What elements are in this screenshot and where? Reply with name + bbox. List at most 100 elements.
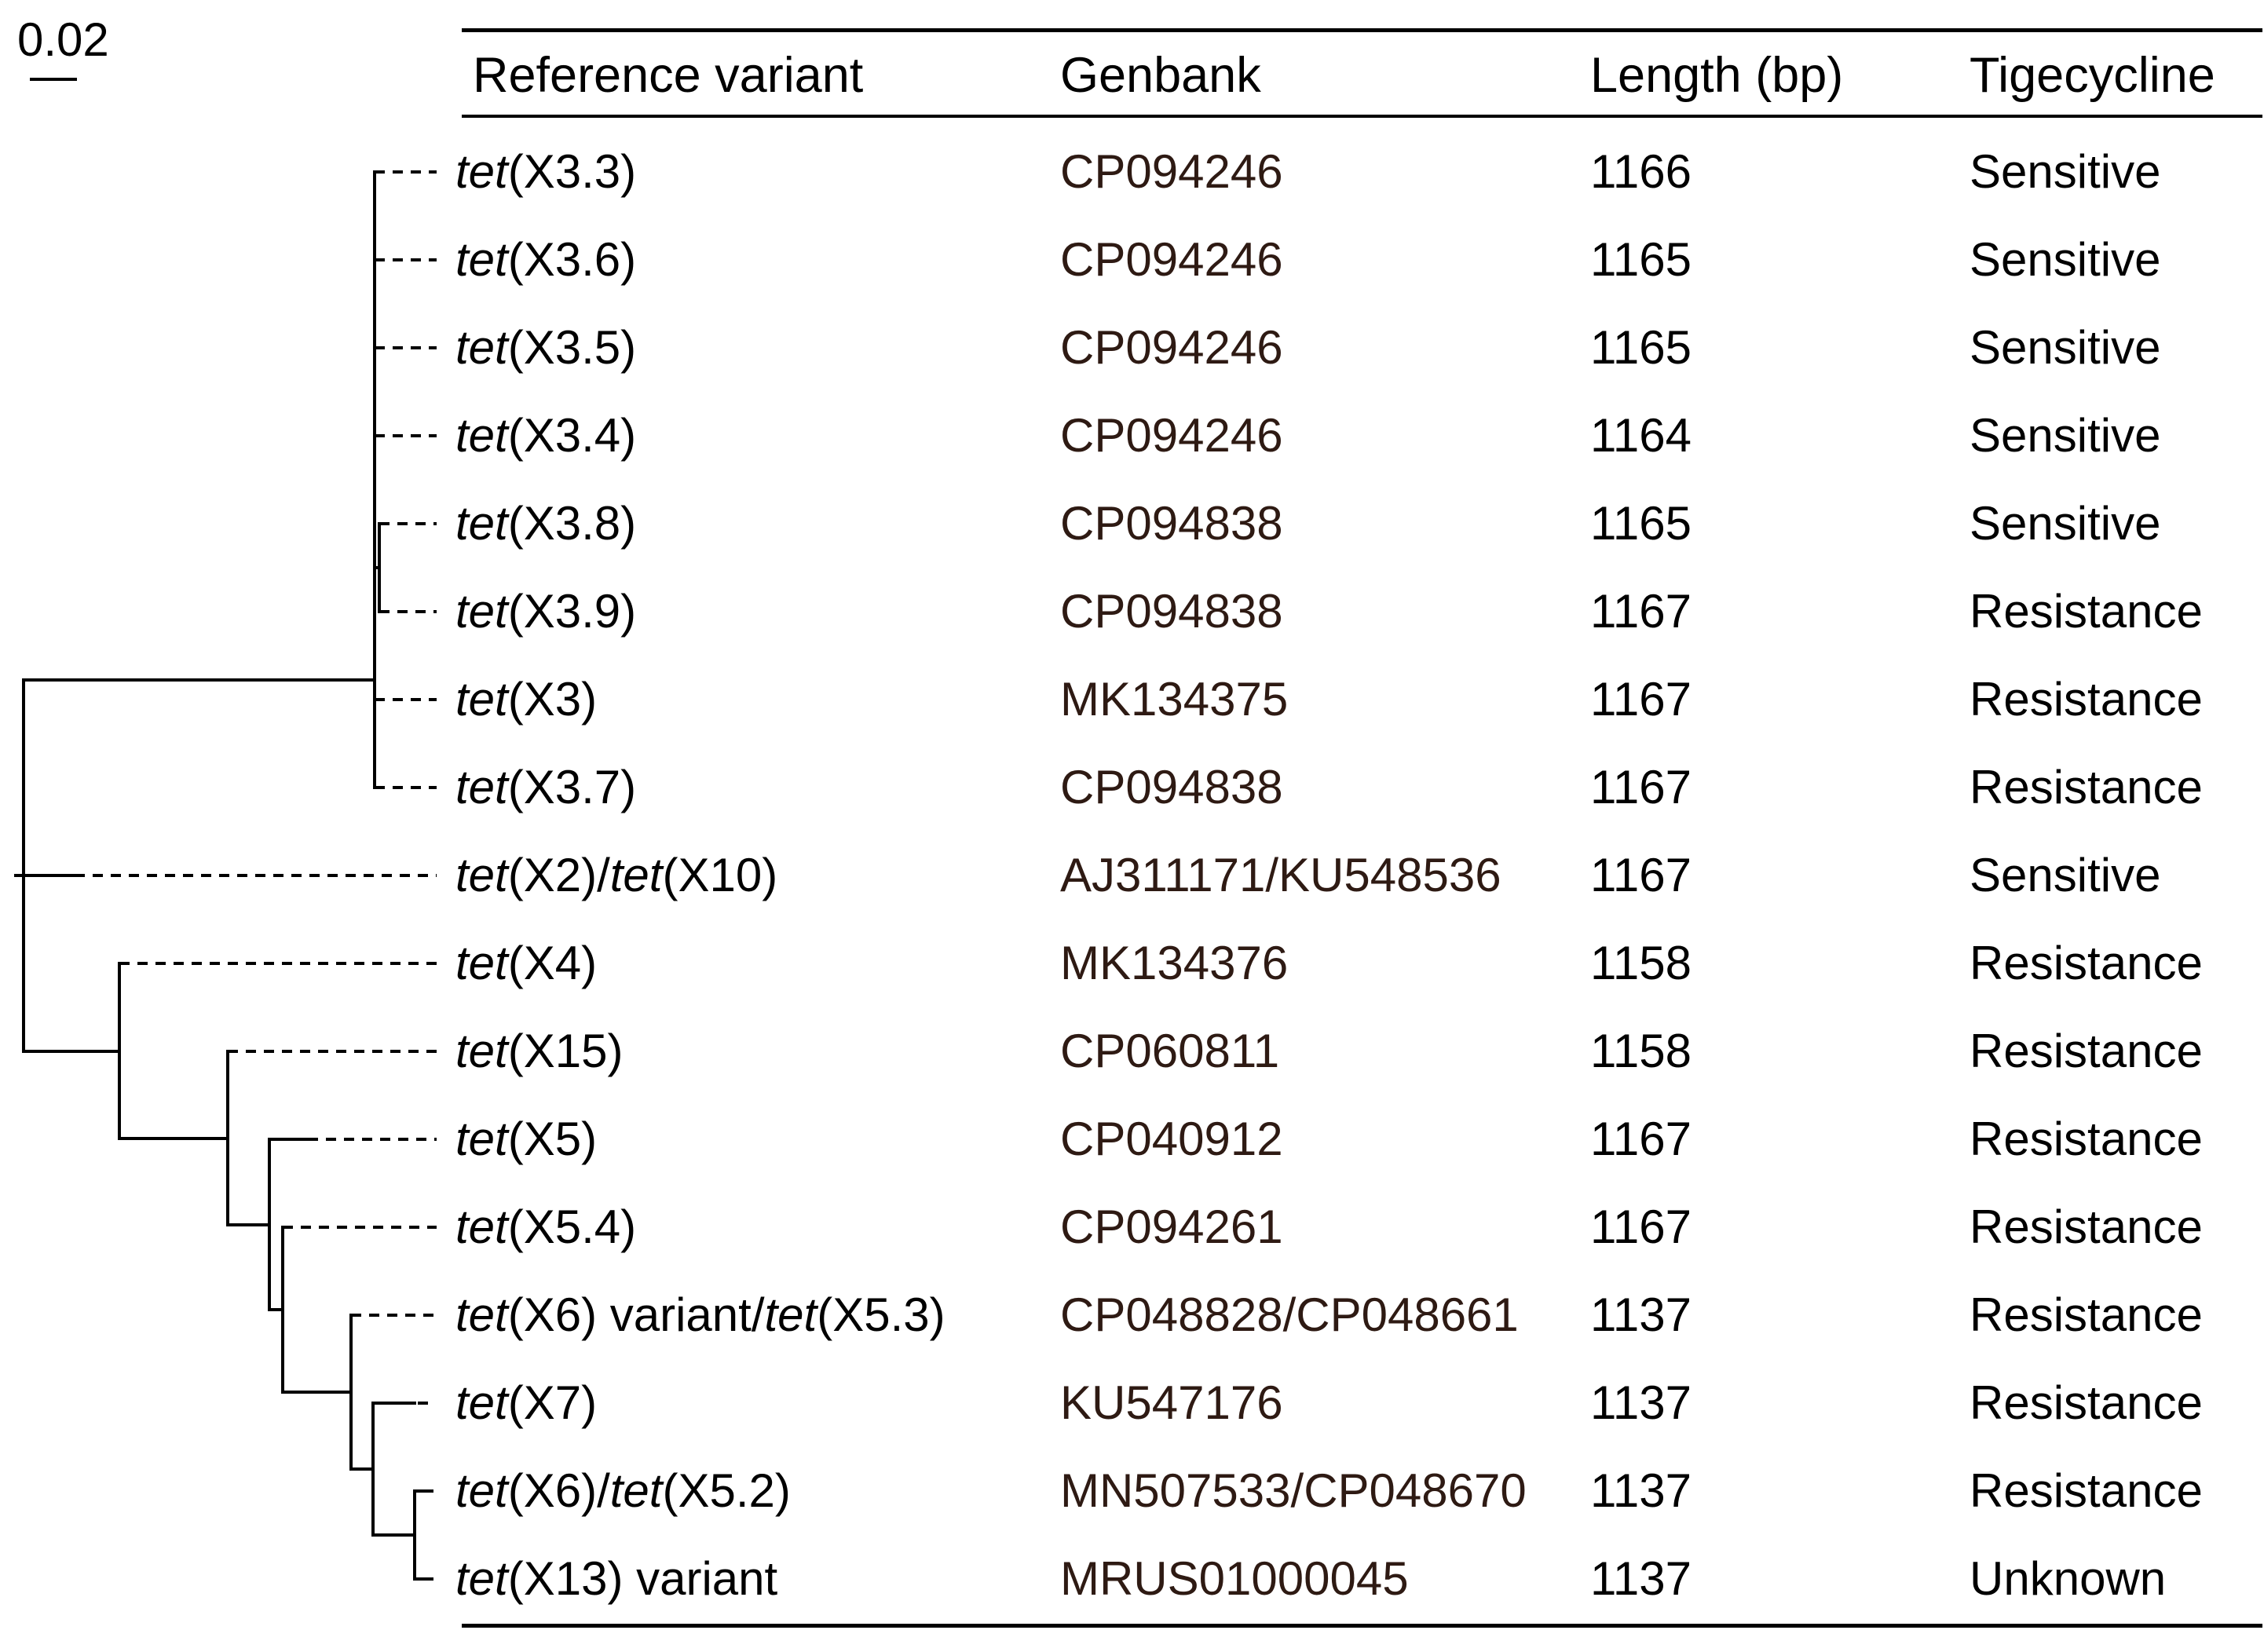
tree-branch-segment	[118, 962, 121, 1140]
tree-branch-segment	[349, 1314, 353, 1471]
tigecycline-cell: Unknown	[1970, 1552, 2167, 1605]
tigecycline-cell: Resistance	[1970, 1201, 2203, 1253]
genbank-cell: MN507533/CP048670	[1060, 1464, 1527, 1517]
variant-cell: tet(X6) variant/tet(X5.3)	[455, 1288, 945, 1341]
variant-cell: tet(X3.8)	[455, 497, 637, 550]
variant-cell: tet(X2)/tet(X10)	[455, 849, 778, 901]
tigecycline-cell: Resistance	[1970, 1113, 2203, 1165]
tigecycline-cell: Sensitive	[1970, 321, 2161, 374]
tree-branch-segment	[371, 1402, 416, 1405]
tree-tip-branch	[375, 346, 437, 349]
tree-tip-branch	[75, 874, 437, 877]
variant-cell: tet(X3.5)	[455, 321, 637, 374]
tigecycline-cell: Sensitive	[1970, 409, 2161, 462]
genbank-cell: CP094246	[1060, 145, 1283, 198]
tree-tip-branch	[375, 170, 437, 174]
tigecycline-cell: Sensitive	[1970, 497, 2161, 550]
tree-branch-segment	[22, 874, 76, 877]
variant-cell: tet(X4)	[455, 937, 598, 989]
genbank-cell: MRUS01000045	[1060, 1552, 1409, 1605]
column-header-genbank: Genbank	[1060, 48, 1261, 103]
tigecycline-cell: Resistance	[1970, 761, 2203, 813]
tigecycline-cell: Sensitive	[1970, 233, 2161, 286]
tree-tip-branch	[228, 1050, 437, 1053]
tree-branch-segment	[268, 1308, 284, 1311]
tree-branch-segment	[268, 1138, 309, 1141]
genbank-cell: CP094246	[1060, 321, 1283, 374]
tree-branch-segment	[22, 1050, 121, 1053]
length-cell: 1167	[1590, 585, 1692, 638]
tigecycline-cell: Resistance	[1970, 585, 2203, 638]
column-header-reference-variant: Reference variant	[473, 48, 864, 103]
variant-cell: tet(X7)	[455, 1376, 598, 1429]
length-cell: 1167	[1590, 673, 1692, 725]
tree-branch-segment	[371, 1533, 416, 1537]
table-top-rule	[462, 28, 2262, 32]
length-cell: 1158	[1590, 1025, 1692, 1077]
length-cell: 1167	[1590, 1113, 1692, 1165]
tree-branch-segment	[373, 566, 381, 569]
variant-cell: tet(X15)	[455, 1025, 624, 1077]
tree-branch-segment	[14, 874, 25, 877]
variant-cell: tet(X13) variant	[455, 1552, 778, 1605]
tigecycline-cell: Resistance	[1970, 1025, 2203, 1077]
genbank-cell: CP094261	[1060, 1201, 1283, 1253]
scale-bar-line	[30, 78, 77, 81]
length-cell: 1165	[1590, 321, 1692, 374]
length-cell: 1167	[1590, 761, 1692, 813]
variant-cell: tet(X3.7)	[455, 761, 637, 813]
tree-branch-segment	[118, 1137, 229, 1140]
tree-branch-segment	[268, 1138, 271, 1311]
tree-branch-segment	[22, 678, 376, 682]
tree-tip-branch	[119, 962, 437, 965]
table-bottom-rule	[462, 1624, 2262, 1628]
length-cell: 1166	[1590, 145, 1692, 198]
column-header-length-bp: Length (bp)	[1590, 48, 1844, 103]
genbank-cell: CP094246	[1060, 233, 1283, 286]
tree-branch-segment	[413, 1489, 433, 1493]
length-cell: 1137	[1590, 1464, 1692, 1517]
genbank-cell: CP040912	[1060, 1113, 1283, 1165]
tigecycline-cell: Resistance	[1970, 1464, 2203, 1517]
length-cell: 1167	[1590, 1201, 1692, 1253]
tigecycline-cell: Resistance	[1970, 673, 2203, 725]
genbank-cell: CP048828/CP048661	[1060, 1288, 1519, 1341]
tree-branch-segment	[349, 1467, 375, 1471]
genbank-cell: MK134376	[1060, 937, 1289, 989]
table-header-rule	[462, 115, 2262, 118]
genbank-cell: CP094838	[1060, 585, 1283, 638]
tigecycline-cell: Sensitive	[1970, 849, 2161, 901]
tree-tip-branch	[375, 698, 437, 701]
length-cell: 1158	[1590, 937, 1692, 989]
tree-branch-segment	[413, 1577, 433, 1581]
column-header-tigecycline: Tigecycline	[1970, 48, 2215, 103]
variant-cell: tet(X5.4)	[455, 1201, 637, 1253]
tigecycline-cell: Resistance	[1970, 937, 2203, 989]
variant-cell: tet(X3.6)	[455, 233, 637, 286]
length-cell: 1167	[1590, 849, 1692, 901]
tree-branch-segment	[226, 1223, 271, 1226]
tree-branch-segment	[371, 1402, 375, 1537]
genbank-cell: CP094838	[1060, 761, 1283, 813]
genbank-cell: AJ311171/KU548536	[1060, 849, 1501, 901]
length-cell: 1165	[1590, 233, 1692, 286]
length-cell: 1137	[1590, 1552, 1692, 1605]
tree-branch-segment	[226, 1050, 229, 1226]
length-cell: 1164	[1590, 409, 1692, 462]
variant-cell: tet(X3.4)	[455, 409, 637, 462]
tree-tip-branch	[375, 258, 437, 261]
tree-tip-branch	[375, 434, 437, 437]
tree-branch-segment	[373, 170, 376, 789]
tree-tip-branch	[375, 786, 437, 789]
scale-bar-label: 0.02	[17, 13, 109, 66]
length-cell: 1137	[1590, 1376, 1692, 1429]
variant-cell: tet(X6)/tet(X5.2)	[455, 1464, 791, 1517]
tree-branch-segment	[281, 1226, 284, 1394]
genbank-cell: CP094838	[1060, 497, 1283, 550]
genbank-cell: CP094246	[1060, 409, 1283, 462]
tree-branch-segment	[281, 1391, 353, 1394]
tree-tip-branch	[379, 610, 437, 613]
tree-tip-branch	[283, 1226, 437, 1229]
tigecycline-cell: Resistance	[1970, 1288, 2203, 1341]
